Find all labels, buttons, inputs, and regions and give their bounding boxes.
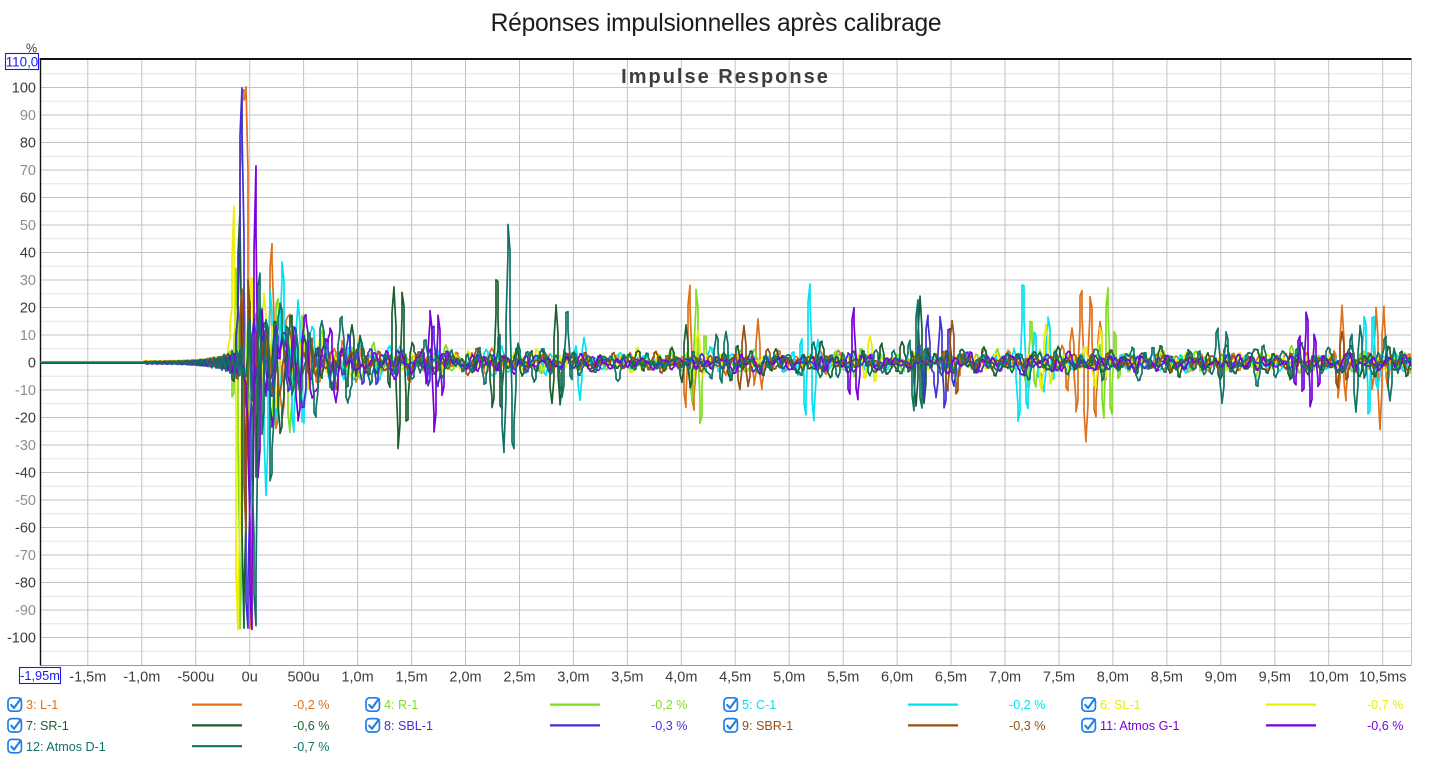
svg-text:-90: -90 [15,603,36,619]
svg-text:-0,6 %: -0,6 % [293,719,329,733]
svg-text:-1,5m: -1,5m [69,670,106,686]
svg-text:7: SR-1: 7: SR-1 [26,719,69,733]
svg-text:-0,2 %: -0,2 % [1009,698,1045,712]
svg-text:4,0m: 4,0m [665,670,697,686]
svg-text:0u: 0u [242,670,258,686]
svg-text:80: 80 [20,136,36,152]
svg-text:90: 90 [20,108,36,124]
svg-text:9,5m: 9,5m [1259,670,1291,686]
svg-text:-30: -30 [15,438,36,454]
svg-text:2,5m: 2,5m [503,670,535,686]
svg-text:-0,6 %: -0,6 % [1367,719,1403,733]
svg-text:-0,2 %: -0,2 % [293,698,329,712]
svg-text:3: L-1: 3: L-1 [26,698,58,712]
svg-text:5,5m: 5,5m [827,670,859,686]
svg-text:0: 0 [28,356,36,372]
svg-text:9,0m: 9,0m [1205,670,1237,686]
svg-text:4,5m: 4,5m [719,670,751,686]
svg-text:-50: -50 [15,493,36,509]
svg-text:12: Atmos D-1: 12: Atmos D-1 [26,740,106,754]
svg-text:40: 40 [20,246,36,262]
svg-text:6: SL-1: 6: SL-1 [1100,698,1141,712]
svg-text:Impulse Response: Impulse Response [621,66,830,88]
svg-text:5,0m: 5,0m [773,670,805,686]
svg-text:6,5m: 6,5m [935,670,967,686]
svg-text:Réponses impulsionnelles après: Réponses impulsionnelles après calibrage [491,10,942,37]
svg-text:10,0m: 10,0m [1309,670,1349,686]
svg-text:3,5m: 3,5m [611,670,643,686]
svg-text:50: 50 [20,218,36,234]
svg-text:2,0m: 2,0m [449,670,481,686]
svg-text:6,0m: 6,0m [881,670,913,686]
svg-text:-20: -20 [15,411,36,427]
svg-text:-100: -100 [7,631,36,647]
svg-text:-60: -60 [15,521,36,537]
svg-text:-1,95m: -1,95m [20,668,60,683]
svg-text:30: 30 [20,273,36,289]
svg-text:-0,3 %: -0,3 % [651,719,687,733]
svg-text:1,5m: 1,5m [395,670,427,686]
svg-text:10,5ms: 10,5ms [1359,670,1407,686]
svg-text:8,0m: 8,0m [1097,670,1129,686]
svg-text:5: C-1: 5: C-1 [742,698,776,712]
svg-text:9: SBR-1: 9: SBR-1 [742,719,793,733]
svg-text:7,0m: 7,0m [989,670,1021,686]
svg-text:70: 70 [20,163,36,179]
svg-text:7,5m: 7,5m [1043,670,1075,686]
svg-text:-0,7 %: -0,7 % [1367,698,1403,712]
svg-text:8,5m: 8,5m [1151,670,1183,686]
svg-text:10: 10 [20,328,36,344]
svg-text:-500u: -500u [177,670,214,686]
svg-text:-80: -80 [15,576,36,592]
svg-text:8: SBL-1: 8: SBL-1 [384,719,433,733]
svg-text:-70: -70 [15,548,36,564]
svg-text:-1,0m: -1,0m [123,670,160,686]
svg-text:-0,2 %: -0,2 % [651,698,687,712]
svg-text:20: 20 [20,301,36,317]
svg-text:60: 60 [20,191,36,207]
svg-text:100: 100 [12,81,36,97]
svg-text:500u: 500u [287,670,319,686]
svg-text:-40: -40 [15,466,36,482]
svg-text:-10: -10 [15,383,36,399]
svg-text:%: % [26,42,37,56]
svg-text:11: Atmos G-1: 11: Atmos G-1 [1100,719,1180,733]
svg-text:4: R-1: 4: R-1 [384,698,418,712]
svg-text:3,0m: 3,0m [557,670,589,686]
svg-text:-0,7 %: -0,7 % [293,740,329,754]
svg-text:1,0m: 1,0m [341,670,373,686]
svg-text:-0,3 %: -0,3 % [1009,719,1045,733]
svg-text:110,0: 110,0 [6,54,39,69]
